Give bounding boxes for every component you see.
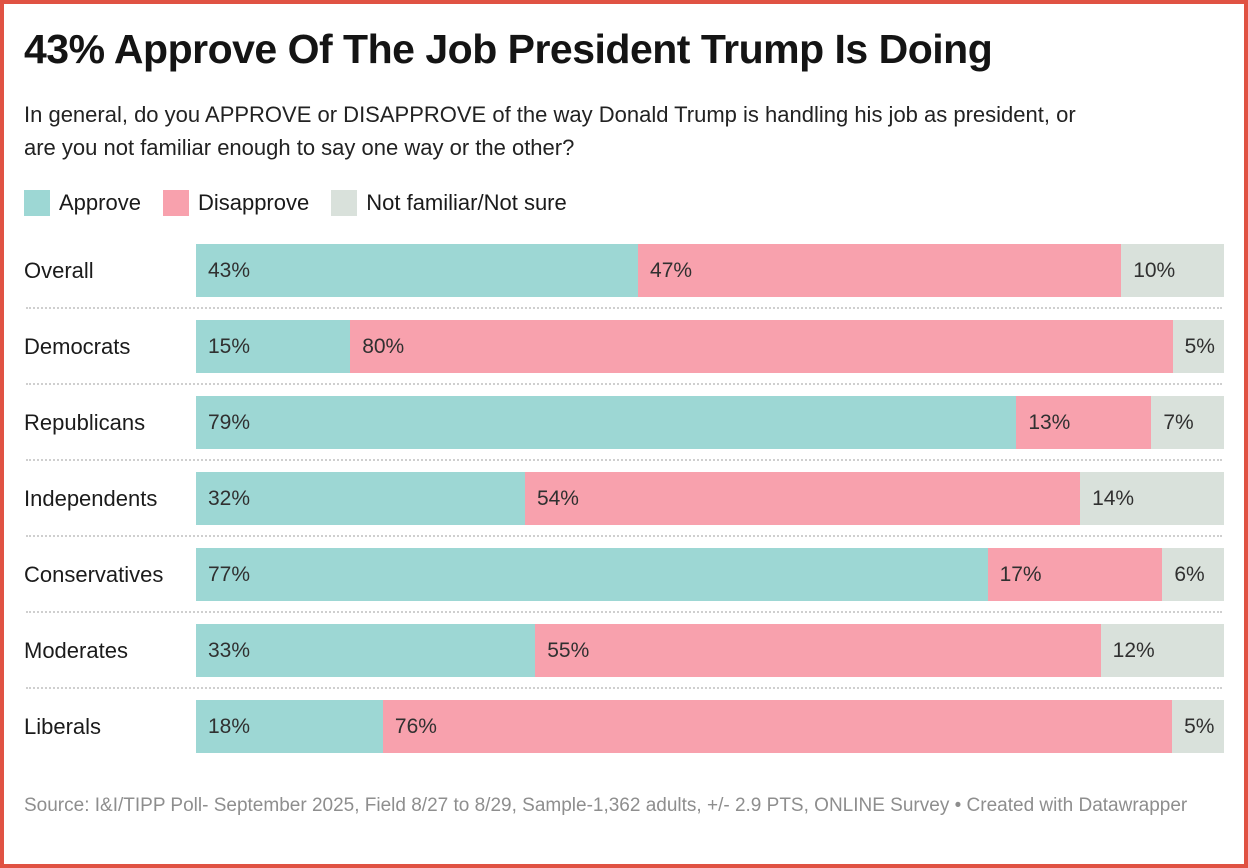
bar-value-label: 47% [650,258,693,282]
bar-track: 32% 54% 14% [196,472,1224,526]
category-label: Moderates [24,637,128,663]
bar-segment-disapprove[interactable]: 54% [524,472,1081,526]
bar-segment-approve[interactable]: 32% [196,472,525,526]
bar-segment-approve[interactable]: 43% [196,244,639,298]
bar-value-label: 10% [1133,258,1176,282]
bar-segment-approve[interactable]: 15% [196,320,351,374]
bar-value-label: 7% [1163,410,1194,434]
bar-row: Liberals 18% 76% 5% [24,700,1224,754]
legend-swatch-not-sure [331,190,358,217]
bar-value-label: 5% [1184,334,1215,358]
row-separator [24,601,1224,624]
bar-value-label: 14% [1092,486,1135,510]
bar-segment-not-familiar-not-sure[interactable]: 12% [1100,624,1224,678]
bar-value-label: 33% [208,638,251,662]
bar-value-label: 54% [536,486,579,510]
bar-value-label: 76% [394,714,437,738]
bar-segment-disapprove[interactable]: 80% [350,320,1173,374]
bar-value-label: 12% [1112,638,1155,662]
legend-label: Approve [59,190,141,216]
bar-segment-not-familiar-not-sure[interactable]: 5% [1172,320,1225,374]
bar-segment-approve[interactable]: 79% [196,396,1017,450]
category-label: Overall [24,257,94,283]
bar-segment-not-familiar-not-sure[interactable]: 7% [1151,396,1224,450]
bar-value-label: 6% [1174,562,1205,586]
legend-swatch-disapprove [162,190,189,217]
bar-value-label: 18% [208,714,251,738]
legend-item-not-sure: Not familiar/Not sure [331,190,567,217]
bar-track: 77% 17% 6% [196,548,1225,602]
bar-value-label: 43% [208,258,251,282]
bar-segment-not-familiar-not-sure[interactable]: 14% [1080,472,1224,526]
datawrapper-credit-link[interactable]: Created with Datawrapper [966,795,1188,817]
bar-value-label: 17% [999,562,1042,586]
bar-row: Conservatives 77% 17% 6% [24,548,1225,602]
chart-subtitle: In general, do you APPROVE or DISAPPROVE… [24,102,1076,161]
bar-row: Independents 32% 54% 14% [24,472,1224,526]
legend-label: Disapprove [197,190,310,216]
chart-container: 43% Approve Of The Job President Trump I… [4,26,1244,820]
bar-value-label: 13% [1028,410,1071,434]
bar-value-label: 5% [1184,714,1215,738]
bar-segment-disapprove[interactable]: 55% [535,624,1101,678]
category-label: Independents [24,485,158,511]
bar-track: 43% 47% 10% [196,244,1224,298]
bar-track: 18% 76% 5% [196,700,1224,754]
bar-row: Moderates 33% 55% 12% [24,624,1224,678]
bar-value-label: 79% [208,410,251,434]
bar-row: Democrats 15% 80% 5% [24,320,1225,374]
legend-item-approve: Approve [24,190,141,217]
row-separator [24,525,1224,548]
category-label: Republicans [24,409,146,435]
legend-swatch-approve [24,190,50,217]
bar-segment-disapprove[interactable]: 47% [638,244,1122,298]
category-label: Conservatives [24,561,164,587]
row-separator [24,449,1224,472]
chart-title: 43% Approve Of The Job President Trump I… [24,26,993,72]
bar-value-label: 55% [547,638,590,662]
bar-segment-approve[interactable]: 33% [196,624,536,678]
bar-track: 79% 13% 7% [196,396,1224,450]
bar-segment-disapprove[interactable]: 76% [382,700,1173,754]
bar-row: Overall 43% 47% 10% [24,244,1224,298]
bar-value-label: 32% [208,486,251,510]
source-note: Source: I&I/TIPP Poll- September 2025, F… [24,793,1224,820]
category-label: Democrats [24,333,131,359]
bar-value-label: 77% [208,562,251,586]
source-text: Source: I&I/TIPP Poll- September 2025, F… [24,795,950,817]
bar-track: 15% 80% 5% [196,320,1225,374]
bar-segment-approve[interactable]: 18% [196,700,383,754]
bar-track: 33% 55% 12% [196,624,1224,678]
bar-row: Republicans 79% 13% 7% [24,396,1224,450]
bar-value-label: 15% [208,334,251,358]
legend: Approve Disapprove Not familiar/Not sure [24,190,1224,217]
bar-segment-disapprove[interactable]: 17% [987,548,1163,602]
bar-value-label: 80% [362,334,405,358]
bar-segment-not-familiar-not-sure[interactable]: 10% [1121,244,1224,298]
row-separator [24,297,1224,320]
bar-segment-not-familiar-not-sure[interactable]: 6% [1162,548,1225,602]
legend-item-disapprove: Disapprove [162,190,310,217]
bar-segment-disapprove[interactable]: 13% [1016,396,1152,450]
bar-segment-approve[interactable]: 77% [196,548,988,602]
bar-segment-not-familiar-not-sure[interactable]: 5% [1172,700,1224,754]
category-label: Liberals [24,713,102,739]
stacked-bar-chart: Overall 43% 47% 10% Democrats 15% 80% 5% Republi… [24,244,1225,754]
legend-label: Not familiar/Not sure [366,190,567,216]
row-separator [24,373,1224,396]
row-separator [24,677,1224,700]
footer-separator: • [949,795,967,817]
